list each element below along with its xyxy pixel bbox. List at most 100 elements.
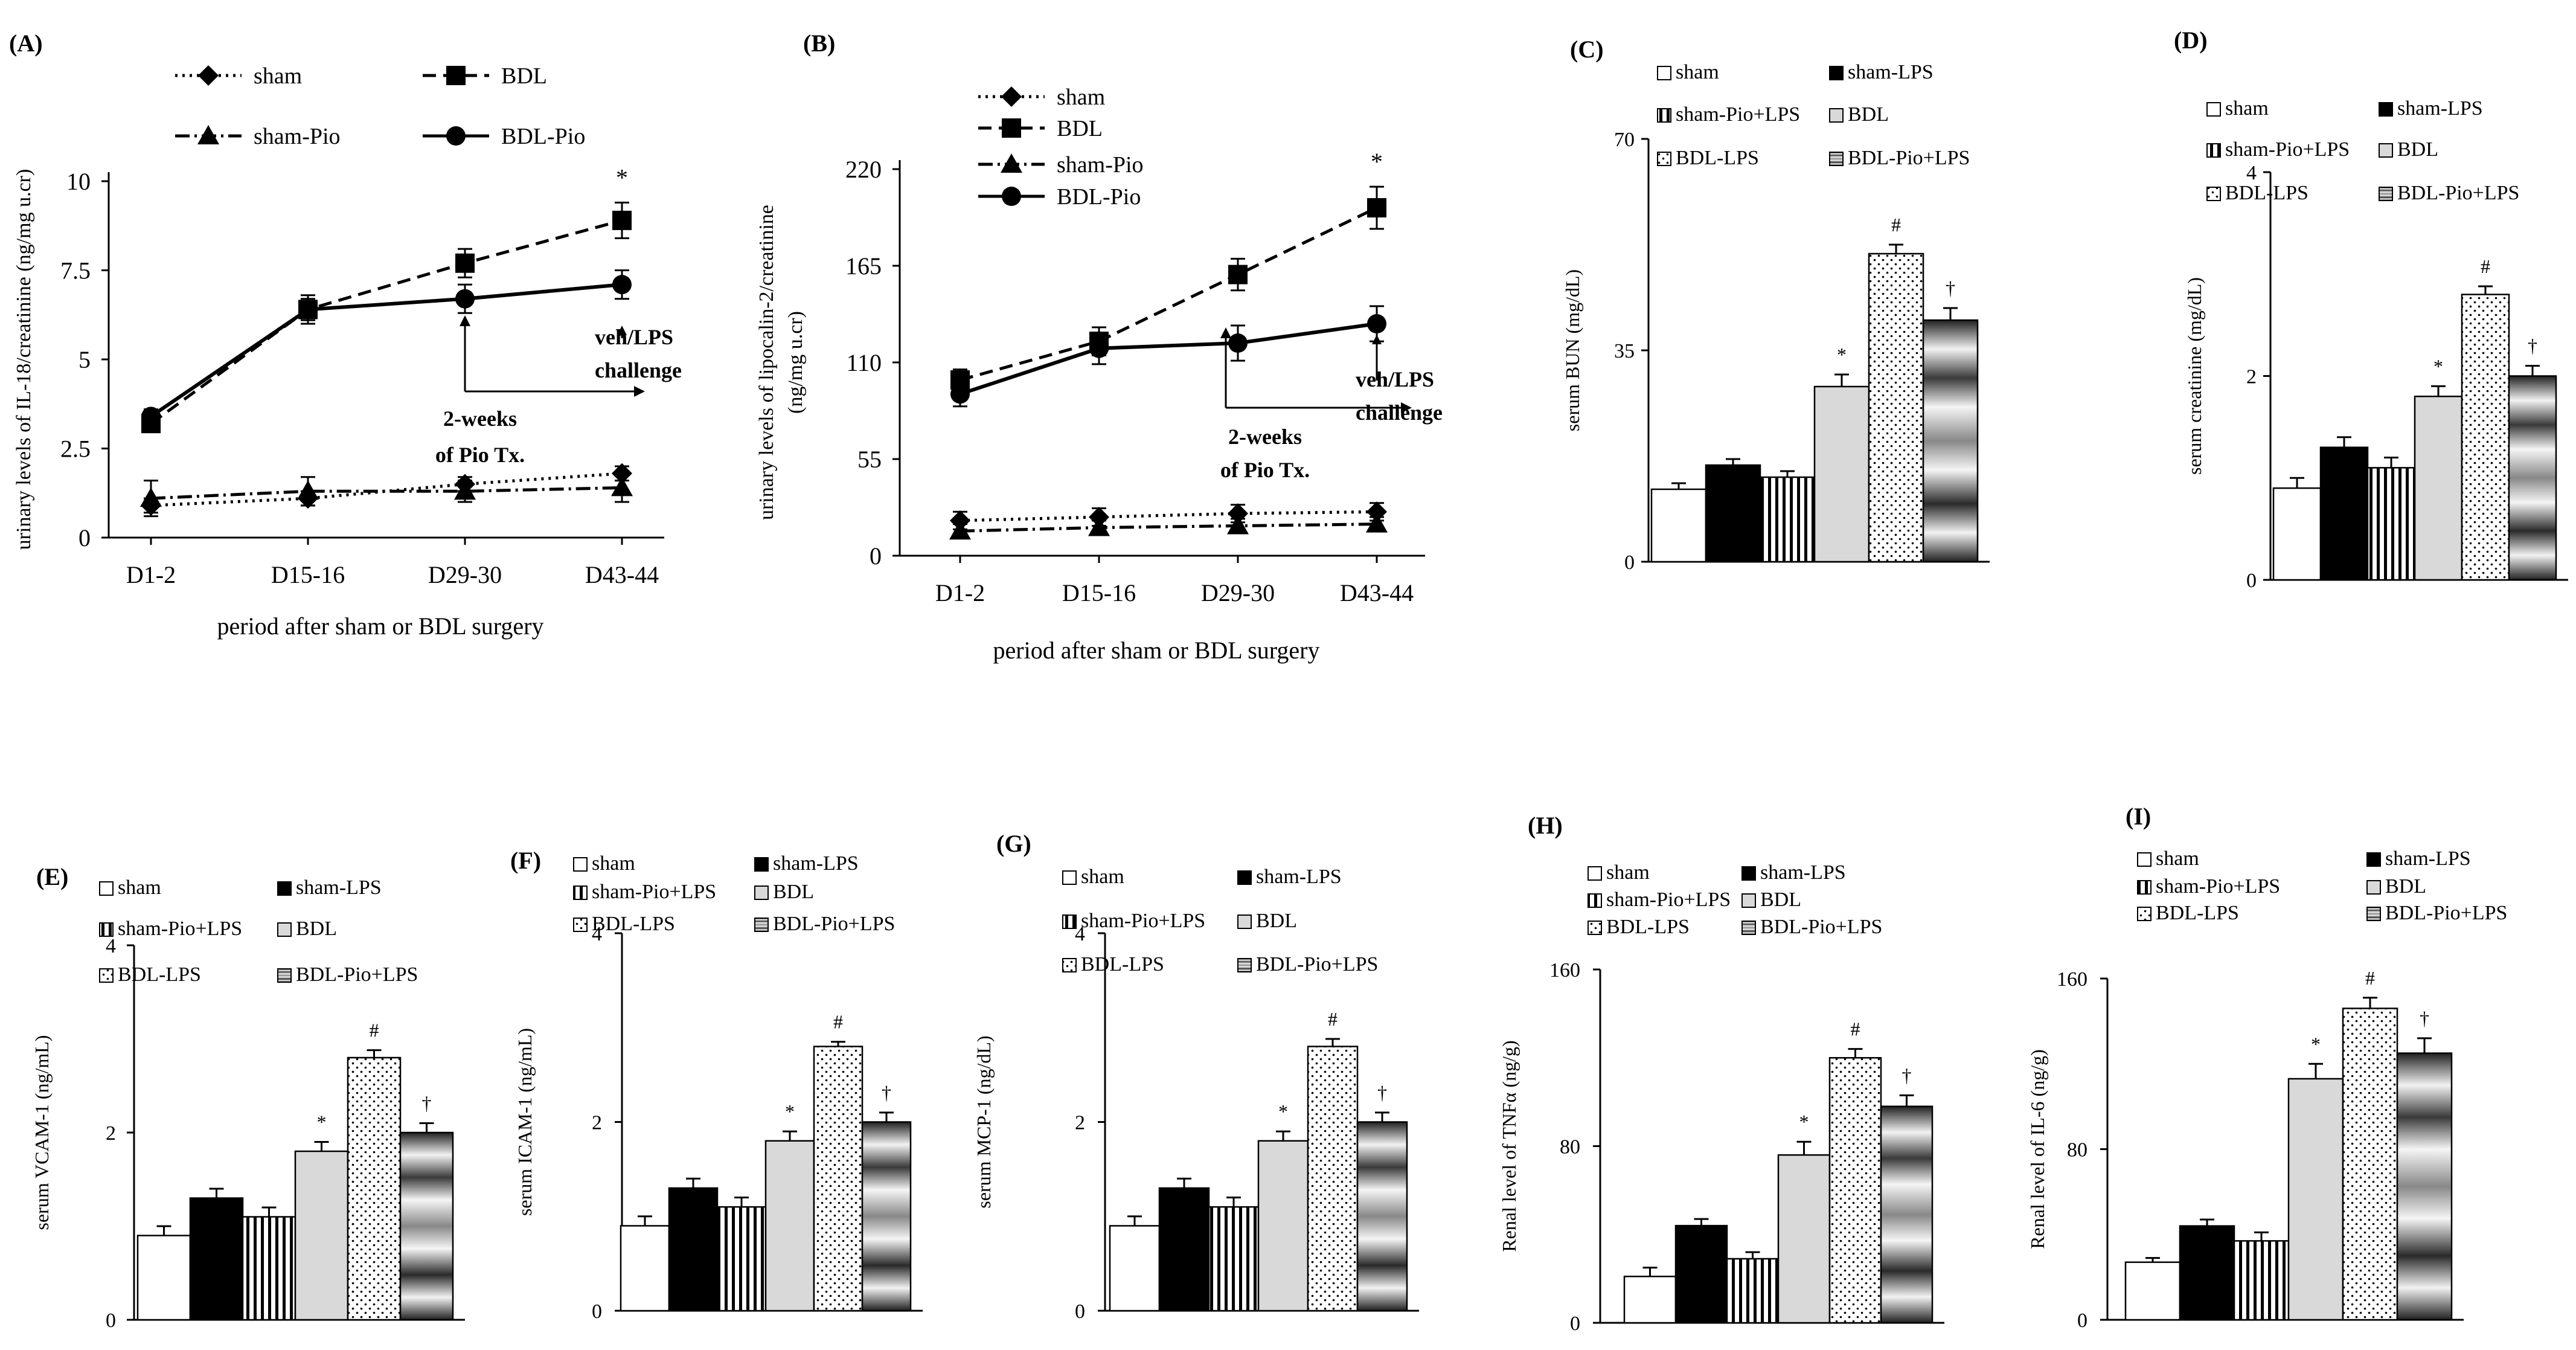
legend-label: sham-Pio+LPS — [2156, 875, 2280, 898]
annotation-text: veh/LPS — [1356, 367, 1434, 391]
legend-swatch — [1741, 866, 1756, 881]
legend-label: sham — [1057, 85, 1105, 110]
y-tick-label: 80 — [2067, 1139, 2087, 1162]
y-tick-label: 0 — [78, 524, 91, 551]
annotation-text: of Pio Tx. — [435, 443, 525, 467]
x-tick-label: D43-44 — [585, 561, 659, 588]
legend-label: BDL — [773, 881, 814, 903]
x-tick-label: D15-16 — [1062, 579, 1136, 606]
legend-swatch — [1237, 870, 1252, 885]
legend-label: BDL-Pio+LPS — [773, 913, 895, 935]
y-tick-label: 5 — [78, 346, 91, 373]
significance-mark: † — [882, 1082, 891, 1104]
series-line-bdl-pio — [150, 283, 623, 418]
bar-sham — [1109, 1225, 1161, 1312]
x-axis-title: period after sham or BDL surgery — [993, 637, 1320, 664]
legend-swatch — [277, 922, 292, 937]
data-point-bdl-pio — [1228, 333, 1248, 353]
bar-bdl-lps — [1868, 252, 1924, 563]
legend-swatch — [1829, 66, 1844, 80]
legend-swatch — [573, 918, 588, 932]
legend-swatch — [754, 918, 769, 932]
legend-swatch — [99, 881, 114, 896]
annotation-text: challenge — [1356, 400, 1443, 425]
bar-sham-pio-lps — [1759, 476, 1816, 563]
legend-label: sham-Pio+LPS — [592, 881, 716, 903]
bar-bdl-lps — [347, 1056, 402, 1321]
bar-sham-lps — [1158, 1187, 1210, 1312]
legend-label: BDL-LPS — [118, 963, 201, 986]
legend-label: sham — [2225, 97, 2269, 120]
annotation-text: challenge — [595, 358, 682, 382]
legend-swatch — [2206, 143, 2221, 158]
legend-label: sham-Pio+LPS — [118, 918, 242, 940]
legend-label: sham-Pio+LPS — [2225, 138, 2350, 161]
y-tick-label: 0 — [2246, 570, 2257, 592]
bar-sham — [1650, 488, 1707, 563]
legend-swatch — [2137, 880, 2151, 895]
bar-bdl-lps — [1828, 1057, 1882, 1324]
legend-label: sham — [1081, 866, 1124, 888]
bar-sham — [2124, 1261, 2181, 1321]
bar-bdl — [294, 1150, 349, 1321]
x-tick-label: D15-16 — [271, 561, 345, 588]
significance-mark: † — [2420, 1008, 2429, 1029]
bar-sham-pio-lps — [242, 1216, 296, 1321]
pio-arrow-head — [460, 315, 470, 326]
y-tick-label: 160 — [1549, 959, 1580, 982]
legend-marker — [197, 125, 219, 144]
significance-mark: * — [1799, 1111, 1809, 1133]
x-tick-label: D43-44 — [1340, 579, 1414, 606]
significance-mark: * — [2433, 355, 2443, 377]
legend-label: BDL-Pio+LPS — [1760, 916, 1882, 938]
annotation-text: of Pio Tx. — [1220, 458, 1310, 482]
bar-bdl-pio-lps — [399, 1131, 454, 1321]
bar-sham-pio-lps — [1208, 1206, 1260, 1312]
legend-swatch — [2366, 907, 2381, 921]
legend-label: BDL-Pio+LPS — [1848, 147, 1970, 169]
data-point-bdl — [612, 210, 632, 230]
data-point-bdl — [1367, 198, 1386, 217]
y-tick-label: 4 — [1075, 923, 1085, 945]
series-line-bdl — [150, 219, 623, 425]
series-line-bdl-pio — [960, 322, 1377, 396]
y-axis-title: Renal level of IL-6 (ng/g) — [2027, 1049, 2048, 1249]
y-tick-label: 55 — [857, 446, 882, 473]
significance-mark: * — [1371, 148, 1383, 175]
bar-bdl-pio-lps — [1922, 319, 1979, 563]
legend-swatch — [1062, 914, 1077, 929]
data-point-sham-pio — [1227, 515, 1249, 535]
legend-label: sham-LPS — [1760, 861, 1846, 884]
challenge-arrow-head — [617, 326, 627, 335]
significance-mark: * — [2311, 1033, 2321, 1055]
legend-label: BDL-LPS — [1081, 953, 1164, 976]
legend-label: sham — [1606, 861, 1650, 884]
legend-swatch — [573, 886, 588, 900]
bar-bdl — [1257, 1140, 1309, 1312]
bar-bdl-lps — [1307, 1046, 1359, 1312]
legend-swatch — [1588, 893, 1602, 908]
panel-label: (F) — [510, 847, 541, 874]
y-tick-label: 0 — [870, 542, 882, 570]
legend-label: sham-LPS — [2397, 97, 2483, 120]
legend-label: BDL-Pio+LPS — [2385, 902, 2507, 924]
x-tick-label: D1-2 — [935, 579, 985, 606]
annotation-text: veh/LPS — [595, 325, 673, 349]
bar-sham — [1623, 1275, 1677, 1324]
bar-bdl-pio-lps — [2396, 1052, 2453, 1321]
y-tick-label: 70 — [1614, 129, 1635, 151]
legend-label: sham — [2156, 847, 2199, 870]
bar-bdl — [764, 1140, 815, 1312]
bar-bdl-lps — [2461, 294, 2510, 581]
bar-sham-lps — [189, 1197, 244, 1321]
bar-bdl-lps — [2342, 1008, 2398, 1321]
legend-swatch — [2366, 880, 2381, 895]
legend-swatch — [2379, 102, 2393, 117]
y-axis-title: Renal level of TNFα (ng/g) — [1498, 1040, 1520, 1252]
significance-mark: † — [422, 1093, 432, 1114]
legend-marker — [1002, 187, 1021, 206]
legend-swatch — [2379, 187, 2393, 201]
significance-mark: # — [1851, 1018, 1860, 1040]
legend-label: sham-LPS — [2385, 847, 2471, 870]
